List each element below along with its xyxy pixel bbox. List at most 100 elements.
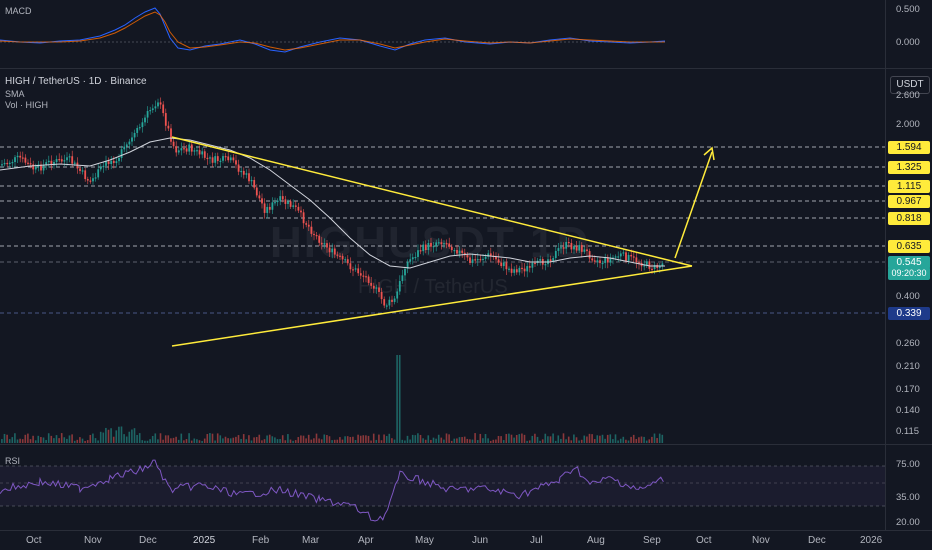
candle (94, 177, 97, 179)
candle (305, 223, 308, 225)
currency-unit-button[interactable]: USDT (890, 76, 930, 94)
volume-bar (164, 435, 167, 443)
candle (253, 180, 256, 188)
candle (344, 259, 347, 261)
candle (84, 170, 87, 180)
volume-bar (47, 433, 50, 443)
volume-bar (313, 438, 315, 443)
volume-bar (658, 433, 661, 443)
volume-bar (567, 436, 570, 443)
volume-indicator-label[interactable]: Vol · HIGH (5, 100, 49, 110)
volume-bar (19, 438, 21, 443)
volume-bar (235, 436, 237, 443)
volume-bar (141, 440, 144, 443)
level-tag[interactable]: 0.818 (888, 212, 930, 225)
volume-bar (68, 435, 71, 443)
volume-bar (505, 433, 508, 443)
volume-bar (596, 435, 599, 443)
candle (86, 179, 89, 181)
volume-bar (3, 433, 6, 443)
volume-bar (378, 434, 380, 443)
volume-bar (292, 440, 294, 443)
candle (534, 262, 536, 265)
candle (151, 108, 154, 111)
candle (71, 156, 74, 164)
level-tag[interactable]: 0.635 (888, 240, 930, 253)
candle (372, 285, 375, 289)
candle (658, 265, 661, 269)
volume-bar (547, 436, 549, 443)
candle (567, 241, 570, 244)
time-axis-separator (0, 530, 932, 531)
volume-bar (357, 434, 359, 443)
pane-separator[interactable] (0, 68, 932, 69)
volume-bar (216, 433, 219, 443)
volume-bar (255, 437, 258, 443)
candle (606, 257, 609, 263)
candle (349, 263, 352, 270)
volume-bar (219, 435, 222, 443)
volume-bar (557, 435, 560, 443)
volume-bar (6, 434, 8, 443)
price-axis-label: 2.000 (896, 119, 920, 130)
candle (435, 242, 438, 247)
volume-bar (367, 435, 370, 443)
candle (6, 162, 9, 165)
volume-bar (29, 439, 32, 443)
volume-bar (131, 429, 133, 443)
candle (164, 113, 167, 126)
candle (248, 173, 250, 182)
candle (388, 299, 391, 306)
candle (339, 255, 341, 257)
sma-line (0, 137, 665, 269)
volume-bar (42, 437, 45, 443)
candle (323, 243, 326, 245)
candle (383, 299, 386, 306)
volume-bar (362, 435, 365, 443)
candle (315, 235, 318, 237)
time-axis-label: Nov (84, 535, 102, 546)
volume-bar (622, 436, 625, 443)
candle (544, 264, 547, 266)
volume-bar (489, 440, 492, 443)
candle (279, 196, 282, 201)
support-tag[interactable]: 0.339 (888, 307, 930, 320)
candle (632, 256, 635, 258)
volume-bar (500, 436, 502, 443)
candle (614, 256, 617, 258)
candle (528, 266, 531, 268)
candle (159, 102, 162, 105)
candle (630, 254, 633, 257)
volume-bar (287, 434, 289, 443)
volume-bar (125, 436, 128, 443)
volume-bar (539, 440, 541, 443)
volume-bar (375, 439, 378, 443)
time-axis-label: 2026 (860, 535, 883, 546)
rsi-axis-label: 75.00 (896, 459, 920, 470)
volume-bar (201, 440, 203, 443)
level-tag[interactable]: 1.325 (888, 161, 930, 174)
rsi-pane[interactable] (0, 445, 932, 530)
volume-bar (60, 433, 63, 443)
volume-bar (580, 439, 583, 443)
candle (313, 233, 315, 236)
volume-bar (648, 439, 651, 443)
candle (424, 244, 427, 250)
price-axis-label: 0.115 (896, 426, 920, 437)
candle (414, 256, 417, 259)
candle (222, 156, 224, 161)
candle (430, 242, 432, 247)
level-tag[interactable]: 1.594 (888, 141, 930, 154)
level-tag[interactable]: 0.967 (888, 195, 930, 208)
pane-separator[interactable] (0, 444, 932, 445)
volume-bar (476, 440, 479, 443)
candle (19, 155, 22, 158)
sma-indicator-label[interactable]: SMA (5, 89, 25, 99)
candle (258, 195, 261, 199)
level-tag[interactable]: 1.115 (888, 180, 930, 193)
candle (105, 161, 107, 166)
candle (409, 259, 412, 262)
price-axis[interactable] (885, 0, 932, 530)
volume-bar (128, 431, 131, 443)
